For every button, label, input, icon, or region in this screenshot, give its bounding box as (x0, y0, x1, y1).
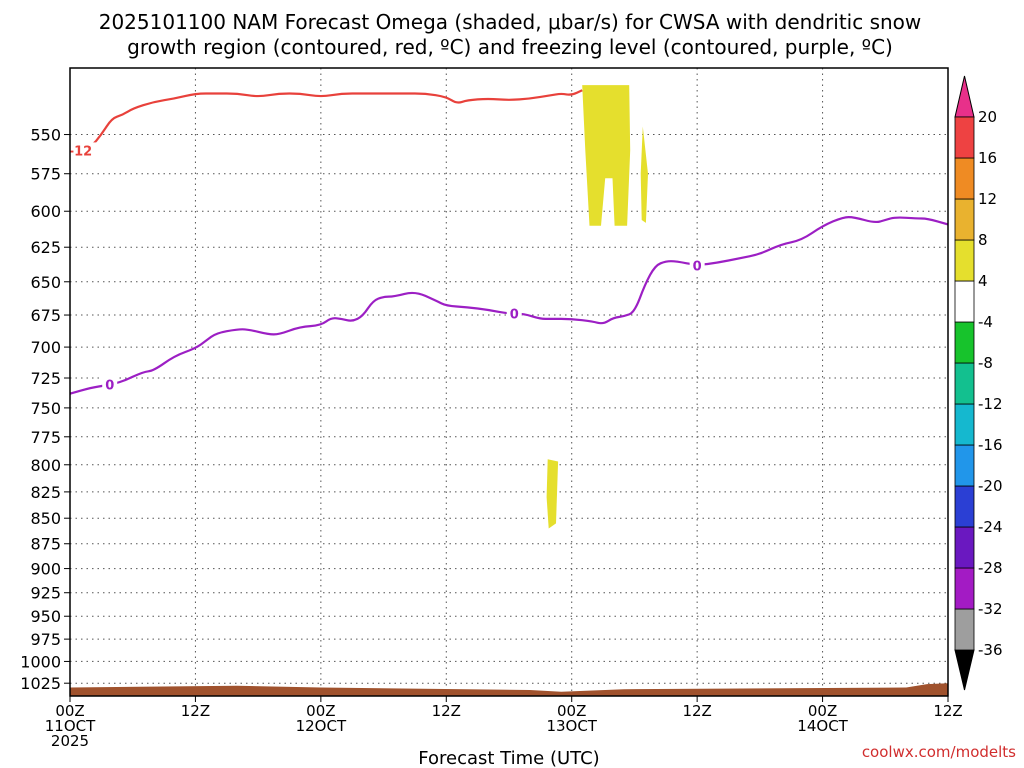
x-tick-label: 12OCT (296, 717, 347, 735)
colorbar-bin (955, 527, 974, 568)
colorbar: -32 -28 -24 -20 -16 -12 -8 -4 4 8 12 16 20 -36 (955, 76, 1003, 690)
omega-shading (547, 85, 648, 528)
y-tick-label: 975 (30, 630, 61, 649)
colorbar-bin (955, 486, 974, 527)
y-tick-label: 825 (30, 483, 61, 502)
omega-shaded-region (582, 85, 630, 226)
y-tick-label: 700 (30, 338, 61, 357)
colorbar-label: 4 (978, 272, 988, 290)
x-axis-title: Forecast Time (UTC) (418, 748, 599, 768)
y-tick-label: 1000 (20, 652, 61, 671)
y-tick-label: 950 (30, 607, 61, 626)
colorbar-label: -12 (978, 395, 1003, 413)
colorbar-bin (955, 199, 974, 240)
y-tick-label: 575 (30, 165, 61, 184)
y-tick-label: 675 (30, 306, 61, 325)
colorbar-bin (955, 281, 974, 322)
colorbar-label: -4 (978, 313, 993, 331)
colorbar-bin (955, 363, 974, 404)
contour-label: 0 (693, 259, 702, 274)
colorbar-label: -28 (978, 559, 1003, 577)
colorbar-bin (955, 445, 974, 486)
colorbar-bin (955, 117, 974, 158)
y-tick-label: 600 (30, 202, 61, 221)
y-tick-label: 775 (30, 428, 61, 447)
colorbar-min-arrow (955, 650, 974, 690)
contour-label: 0 (105, 379, 114, 394)
grid (70, 68, 948, 696)
colorbar-max-arrow (955, 76, 974, 117)
x-tick-label: 12Z (181, 702, 210, 720)
contour-label: 0 (510, 308, 519, 323)
y-tick-label: 875 (30, 535, 61, 554)
contour-label: -12 (69, 144, 93, 159)
omega-shaded-region (547, 459, 559, 528)
y-tick-label: 900 (30, 560, 61, 579)
colorbar-bin (955, 158, 974, 199)
colorbar-bin (955, 568, 974, 609)
x-tick-label: 12Z (432, 702, 461, 720)
surface-band (70, 683, 948, 696)
contour-line (70, 90, 582, 153)
colorbar-label: -16 (978, 436, 1003, 454)
y-tick-label: 750 (30, 399, 61, 418)
plot-frame (70, 68, 948, 696)
chart-title-line-2: growth region (contoured, red, ºC) and f… (127, 35, 893, 59)
x-tick-label: 14OCT (797, 717, 848, 735)
y-tick-label: 850 (30, 509, 61, 528)
colorbar-label: 20 (978, 108, 997, 126)
x-tick-label: 12Z (682, 702, 711, 720)
y-tick-label: 925 (30, 584, 61, 603)
y-tick-label: 625 (30, 238, 61, 257)
chart-title-line-1: 2025101100 NAM Forecast Omega (shaded, μ… (99, 10, 922, 34)
x-tick-label: 2025 (51, 732, 89, 750)
y-tick-label: 550 (30, 126, 61, 145)
colorbar-label: -32 (978, 600, 1003, 618)
y-tick-label: 650 (30, 273, 61, 292)
y-tick-label: 800 (30, 456, 61, 475)
y-tick-label: 1025 (20, 674, 61, 693)
colorbar-label: 16 (978, 149, 997, 167)
colorbar-label: 8 (978, 231, 988, 249)
y-tick-label: 725 (30, 369, 61, 388)
surface-terrain (70, 683, 948, 696)
colorbar-label: -8 (978, 354, 993, 372)
contour-line (70, 217, 948, 394)
x-tick-label: 13OCT (546, 717, 597, 735)
omega-shaded-region (641, 127, 648, 223)
colorbar-label: -24 (978, 518, 1003, 536)
y-axis: 550 575 600 625 650 675 700 725 750 775 800 825 850 8… (20, 126, 70, 694)
colorbar-bin (955, 322, 974, 363)
colorbar-bin (955, 609, 974, 650)
colorbar-label: -20 (978, 477, 1003, 495)
colorbar-bin (955, 240, 974, 281)
credit-text[interactable]: coolwx.com/modelts (862, 743, 1016, 761)
contour-lines: 0 0 0 -12 (64, 90, 948, 394)
colorbar-bin (955, 404, 974, 445)
x-tick-label: 12Z (933, 702, 962, 720)
colorbar-label: -36 (978, 641, 1003, 659)
colorbar-label: 12 (978, 190, 997, 208)
